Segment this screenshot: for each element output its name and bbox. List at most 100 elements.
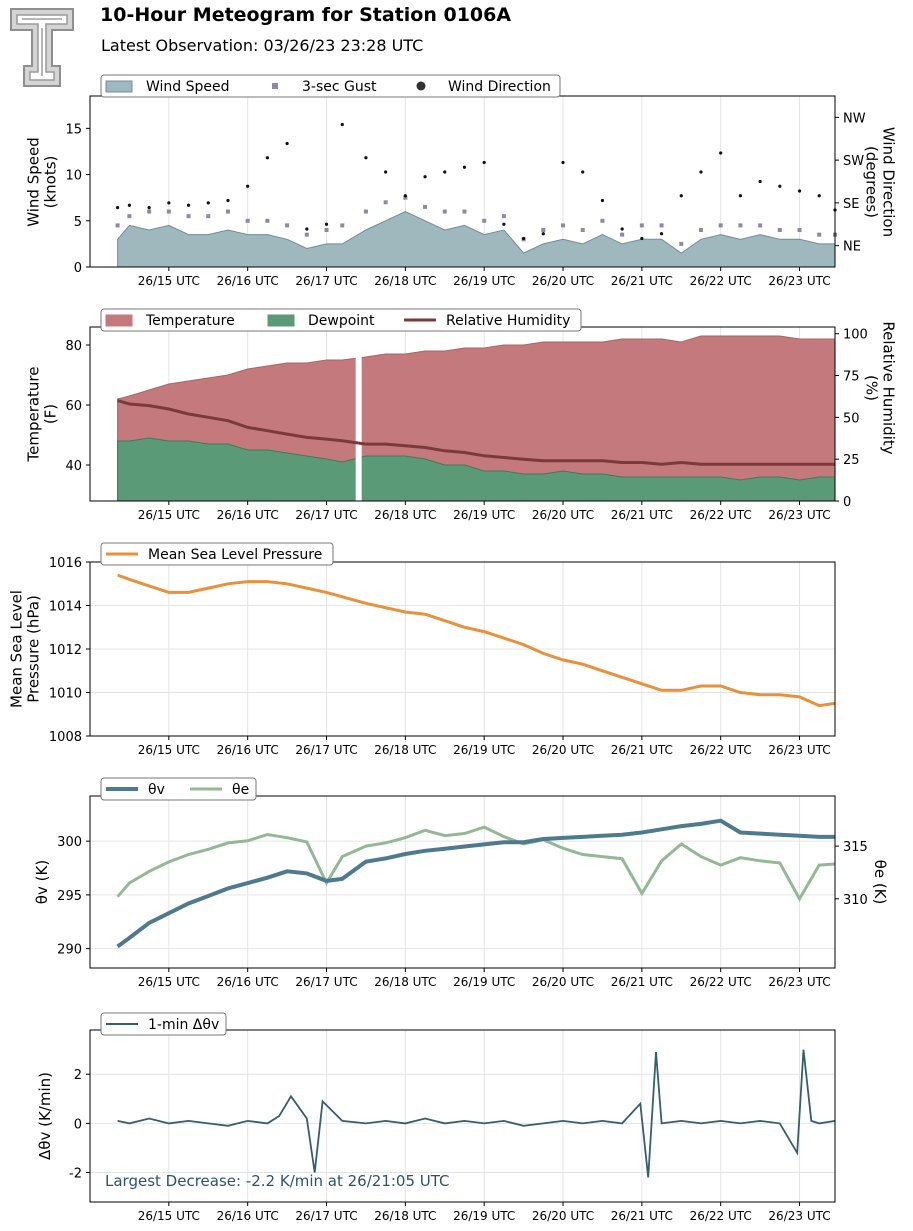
thermo-ytick-right-label: 100 [843, 328, 868, 343]
pressure-xtick-label: 26/19 UTC [453, 743, 515, 757]
thermo-ytick-right-label: 75 [843, 370, 860, 385]
gust-marker [127, 214, 132, 219]
largest-decrease-annotation: Largest Decrease: -2.2 K/min at 26/21:05… [105, 1172, 450, 1190]
theta-xtick-label: 26/21 UTC [611, 975, 673, 989]
pressure-xtick-label: 26/15 UTC [138, 743, 200, 757]
pressure-xtick-label: 26/18 UTC [374, 743, 436, 757]
wind-direction-marker [541, 232, 545, 236]
thermo-legend-swatch [267, 314, 295, 327]
gust-marker [186, 214, 191, 219]
gust-marker [304, 232, 309, 237]
wind-legend-swatch [416, 81, 426, 91]
gust-marker [600, 218, 605, 223]
wind-direction-tick-label: NE [843, 240, 861, 255]
wind-direction-marker [817, 194, 821, 198]
wind-direction-marker [600, 198, 605, 203]
gust-marker [363, 209, 368, 214]
thermo-xtick-label: 26/17 UTC [295, 508, 357, 522]
theta-ytick-right-label: 310 [843, 893, 868, 908]
wind-ylabel-line: Wind Speed [25, 137, 43, 227]
gust-marker [403, 195, 408, 200]
wind-speed-area [117, 210, 836, 268]
dtheta-ylabel: Δθv (K/min) [36, 1072, 54, 1160]
gust-marker [738, 223, 743, 228]
thermo-xtick-label: 26/22 UTC [690, 508, 752, 522]
thermo-ytick-right-label: 0 [843, 495, 851, 510]
wind-direction-marker [403, 194, 407, 198]
pressure-ytick-label: 1014 [49, 600, 82, 615]
thermo-ylabel-right-line: (%) [863, 375, 881, 401]
wind-direction-marker [246, 184, 250, 188]
wind-direction-marker [561, 160, 565, 165]
page-title: 10-Hour Meteogram for Station 0106A [100, 4, 512, 26]
dtheta-xtick-label: 26/21 UTC [611, 1209, 673, 1223]
gust-marker [698, 228, 703, 233]
dtheta-ytick-label: 2 [74, 1068, 82, 1083]
pressure-line [117, 573, 836, 708]
pressure-xtick-label: 26/17 UTC [295, 743, 357, 757]
gust-marker [620, 232, 625, 237]
wind-legend-swatch [272, 83, 278, 89]
wind-direction-tick-label: SW [843, 154, 864, 169]
theta-xtick-label: 26/16 UTC [217, 975, 279, 989]
wind-xtick-label: 26/19 UTC [453, 274, 515, 288]
theta-xtick-label: 26/23 UTC [768, 975, 830, 989]
pressure-legend-box [100, 542, 334, 566]
pressure-xtick-label: 26/20 UTC [532, 743, 594, 757]
dtheta-ytick-label: -2 [69, 1167, 82, 1182]
wind-direction-marker [502, 222, 506, 226]
thermo-ylabel-right: Relative Humidity(%) [863, 321, 898, 454]
thermo-ylabel: Temperature (F) [25, 366, 60, 462]
theta-xtick-label: 26/17 UTC [295, 975, 357, 989]
thermo-data-gap [355, 327, 362, 501]
wind-direction-marker [226, 198, 230, 203]
thermo-legend-box [100, 308, 582, 332]
dtheta-xtick-label: 26/23 UTC [768, 1209, 830, 1223]
wind-direction-marker [659, 232, 664, 236]
wind-xtick-label: 26/16 UTC [217, 274, 279, 288]
pressure-legend-label: Mean Sea Level Pressure [148, 547, 322, 563]
gust-marker [580, 228, 585, 233]
theta-frame [89, 795, 836, 969]
relative-humidity-line [117, 399, 835, 466]
thermo-xtick-label: 26/16 UTC [217, 508, 279, 522]
pressure-ytick-label: 1010 [49, 687, 82, 702]
wind-ytick-label: 15 [65, 122, 82, 137]
wind-ylabel-right-line: Wind Direction [880, 127, 898, 237]
wind-direction-marker [285, 141, 289, 146]
thermo-xtick-label: 26/20 UTC [532, 508, 594, 522]
thermo-xtick-label: 26/23 UTC [768, 508, 830, 522]
wind-direction-marker [127, 203, 132, 207]
wind-xtick-label: 26/22 UTC [690, 274, 752, 288]
thermo-ylabel-right-line: Relative Humidity [880, 321, 898, 454]
wind-direction-marker [265, 156, 269, 160]
wind-direction-marker [206, 201, 210, 205]
dewpoint-area [117, 437, 836, 502]
thermo-ytick-label: 80 [65, 339, 82, 354]
theta-ylabel: θv (K) [33, 860, 51, 904]
thermo-legend-swatch [105, 314, 133, 327]
thermo-xtick-label: 26/18 UTC [374, 508, 436, 522]
wind-direction-marker [797, 189, 802, 193]
wind-direction-marker [340, 122, 344, 127]
theta-ytick-label: 290 [57, 943, 82, 958]
theta-legend-label: θv [148, 782, 165, 798]
wind-direction-marker [167, 201, 171, 205]
gust-marker [659, 223, 664, 228]
dtheta-xtick-label: 26/17 UTC [295, 1209, 357, 1223]
wind-ytick-label: 10 [65, 169, 82, 184]
gust-marker [541, 228, 546, 233]
pressure-ylabel: Mean Sea Level Pressure (hPa) [8, 590, 43, 708]
wind-xtick-label: 26/18 UTC [374, 274, 436, 288]
gust-marker [777, 228, 782, 233]
gust-marker [285, 223, 290, 228]
gust-marker [340, 223, 345, 228]
wind-direction-marker [324, 222, 329, 226]
theta-legend-label: θe [232, 782, 249, 798]
wind-xtick-label: 26/23 UTC [768, 274, 830, 288]
theta-ytick-label: 295 [57, 889, 82, 904]
wind-ylabel-right-line: (degrees) [863, 146, 881, 218]
pressure-xtick-label: 26/16 UTC [217, 743, 279, 757]
theta-xtick-label: 26/20 UTC [532, 975, 594, 989]
